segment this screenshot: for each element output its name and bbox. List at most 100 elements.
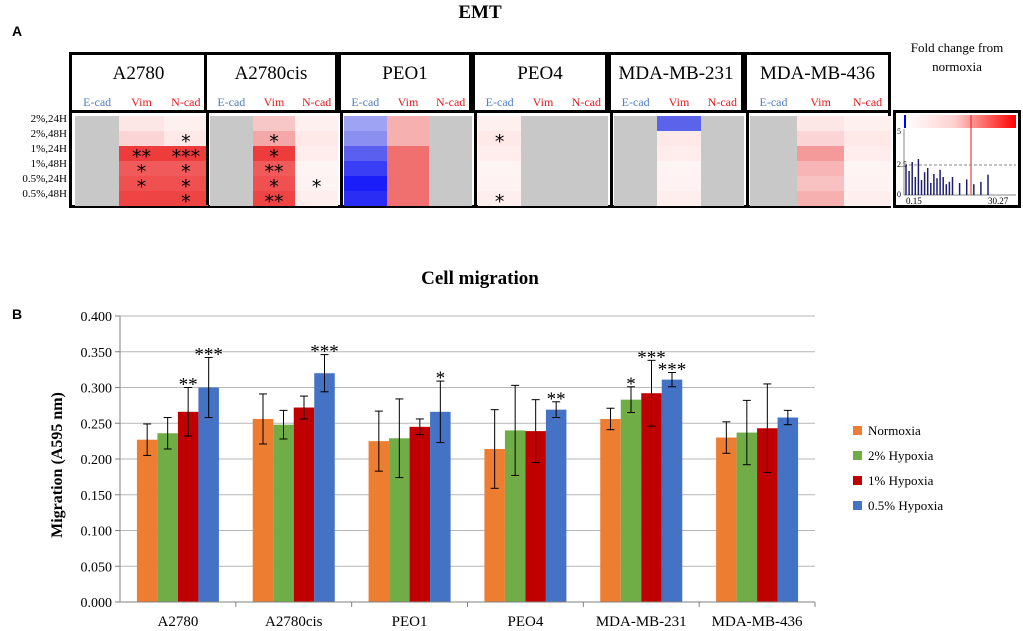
significance-star: * xyxy=(494,191,505,213)
heatmap-cell xyxy=(163,191,208,206)
marker-label-ncad: N-cad xyxy=(435,95,466,109)
heatmap-cell xyxy=(252,146,296,161)
legend-swatch xyxy=(853,501,862,510)
heatmap-cell xyxy=(429,131,472,146)
bar-1-hypoxia xyxy=(409,426,431,602)
x-tick-label: A2780 xyxy=(157,614,198,630)
heatmap-cell xyxy=(163,116,208,131)
significance-star: * xyxy=(436,368,446,389)
heatmap-cell xyxy=(163,176,208,191)
heatmap-cell xyxy=(614,131,658,146)
marker-label-vim: Vim xyxy=(131,95,152,109)
bar-0-5-hypoxia xyxy=(661,379,683,602)
heatmap-cell xyxy=(700,176,744,191)
bar-normoxia xyxy=(252,418,274,602)
cell-line-name: A2780 xyxy=(112,63,165,84)
chart-title: Cell migration xyxy=(421,268,539,289)
color-key-title: Fold change from normoxia xyxy=(910,40,1004,74)
legend-swatch xyxy=(853,426,862,435)
heatmap-cell xyxy=(844,191,891,206)
bar-2-hypoxia xyxy=(157,433,178,602)
significance-star: * xyxy=(136,176,147,198)
heatmap-cell xyxy=(478,176,522,191)
bar-1-hypoxia xyxy=(525,431,546,602)
cell-line-header-a2780: A2780 E-cad Vim N-cad xyxy=(69,52,208,113)
heatmap-cell xyxy=(295,176,338,191)
marker-label-vim: Vim xyxy=(263,95,285,109)
cell-line-name: MDA-MB-436 xyxy=(759,63,876,84)
heatmap-cell xyxy=(797,116,844,131)
bar-2-hypoxia xyxy=(273,424,294,602)
bar-normoxia xyxy=(716,437,737,602)
heatmap-cell xyxy=(119,161,164,176)
key-max-label: 30.27 xyxy=(988,196,1009,205)
heatmap-cell xyxy=(614,176,658,191)
bar-2-hypoxia xyxy=(504,430,526,602)
heatmap-cell xyxy=(844,131,891,146)
heatmap-cell xyxy=(429,161,472,176)
significance-star: *** xyxy=(194,344,223,365)
heatmap-cell xyxy=(700,116,744,131)
heatmap-cell xyxy=(386,161,430,176)
y-tick-label: 0.250 xyxy=(81,417,113,432)
significance-star: * xyxy=(269,176,279,198)
heatmap-cell xyxy=(750,161,797,176)
y-tick-label: 0.000 xyxy=(81,596,113,611)
y-tick-label: 0.100 xyxy=(81,525,113,540)
y-tick-label: 0.050 xyxy=(81,560,113,575)
heatmap-cell xyxy=(163,161,208,176)
y-tick-label: 0.300 xyxy=(81,382,113,397)
heatmap-cell xyxy=(344,146,387,161)
significance-star: ** xyxy=(264,161,284,183)
heatmap-cell xyxy=(844,116,891,131)
marker-label-ncad: N-cad xyxy=(571,95,601,109)
cell-line-header-mda-mb-436: MDA-MB-436 E-cad Vim N-cad xyxy=(744,52,891,113)
significance-star: * xyxy=(136,161,147,183)
cell-line-header-a2780cis: A2780cis E-cad Vim N-cad xyxy=(204,52,338,113)
significance-star: * xyxy=(269,146,279,168)
heatmap-cell xyxy=(75,176,120,191)
heatmap-cell xyxy=(700,146,744,161)
heatmap-cell xyxy=(210,116,253,131)
marker-label-ncad: N-cad xyxy=(171,95,201,109)
heatmap-cell xyxy=(700,161,744,176)
heatmap-cell xyxy=(797,191,844,206)
heatmap-cell xyxy=(75,191,120,206)
condition-label: 0.5%,24H xyxy=(22,173,67,185)
heatmap-cell xyxy=(614,161,658,176)
heatmap-cell xyxy=(295,146,338,161)
heatmap-cell xyxy=(700,191,744,206)
heatmap-cell xyxy=(119,176,164,191)
heatmap-cell xyxy=(614,116,658,131)
bar-0-5-hypoxia xyxy=(430,411,451,602)
heatmap-cell xyxy=(797,161,844,176)
legend-label: 1% Hypoxia xyxy=(868,473,934,488)
heatmap-cell xyxy=(163,131,208,146)
legend-swatch xyxy=(853,476,862,485)
significance-star: *** xyxy=(658,359,687,380)
bar-1-hypoxia xyxy=(757,428,778,602)
marker-label-ecad: E-cad xyxy=(351,95,380,109)
significance-star: ** xyxy=(264,191,284,213)
heatmap-cell xyxy=(429,176,472,191)
heatmap-cell xyxy=(344,176,387,191)
heatmap-cell xyxy=(844,161,891,176)
significance-star: * xyxy=(494,131,505,153)
heatmap-cell xyxy=(295,161,338,176)
color-key-bars xyxy=(905,159,989,195)
migration-bar-chart: ***** ************* 0.0000.0500.1000.1500… xyxy=(49,310,943,630)
x-tick-label: PEO4 xyxy=(507,614,543,630)
bar-2-hypoxia xyxy=(736,432,758,602)
bar-normoxia xyxy=(136,439,158,602)
significance-star: * xyxy=(311,176,322,198)
y-tick-label: 0.350 xyxy=(81,346,113,361)
heatmap-cell xyxy=(521,131,565,146)
legend-label: 2% Hypoxia xyxy=(868,448,934,463)
heatmap-cell xyxy=(119,116,164,131)
bar-normoxia xyxy=(600,418,621,602)
heatmap-cell xyxy=(210,176,253,191)
heatmap-cell xyxy=(478,191,522,206)
heatmap-cell xyxy=(386,176,430,191)
key-count-2-5: 2.5 xyxy=(897,160,907,169)
heatmap-cell xyxy=(295,131,338,146)
